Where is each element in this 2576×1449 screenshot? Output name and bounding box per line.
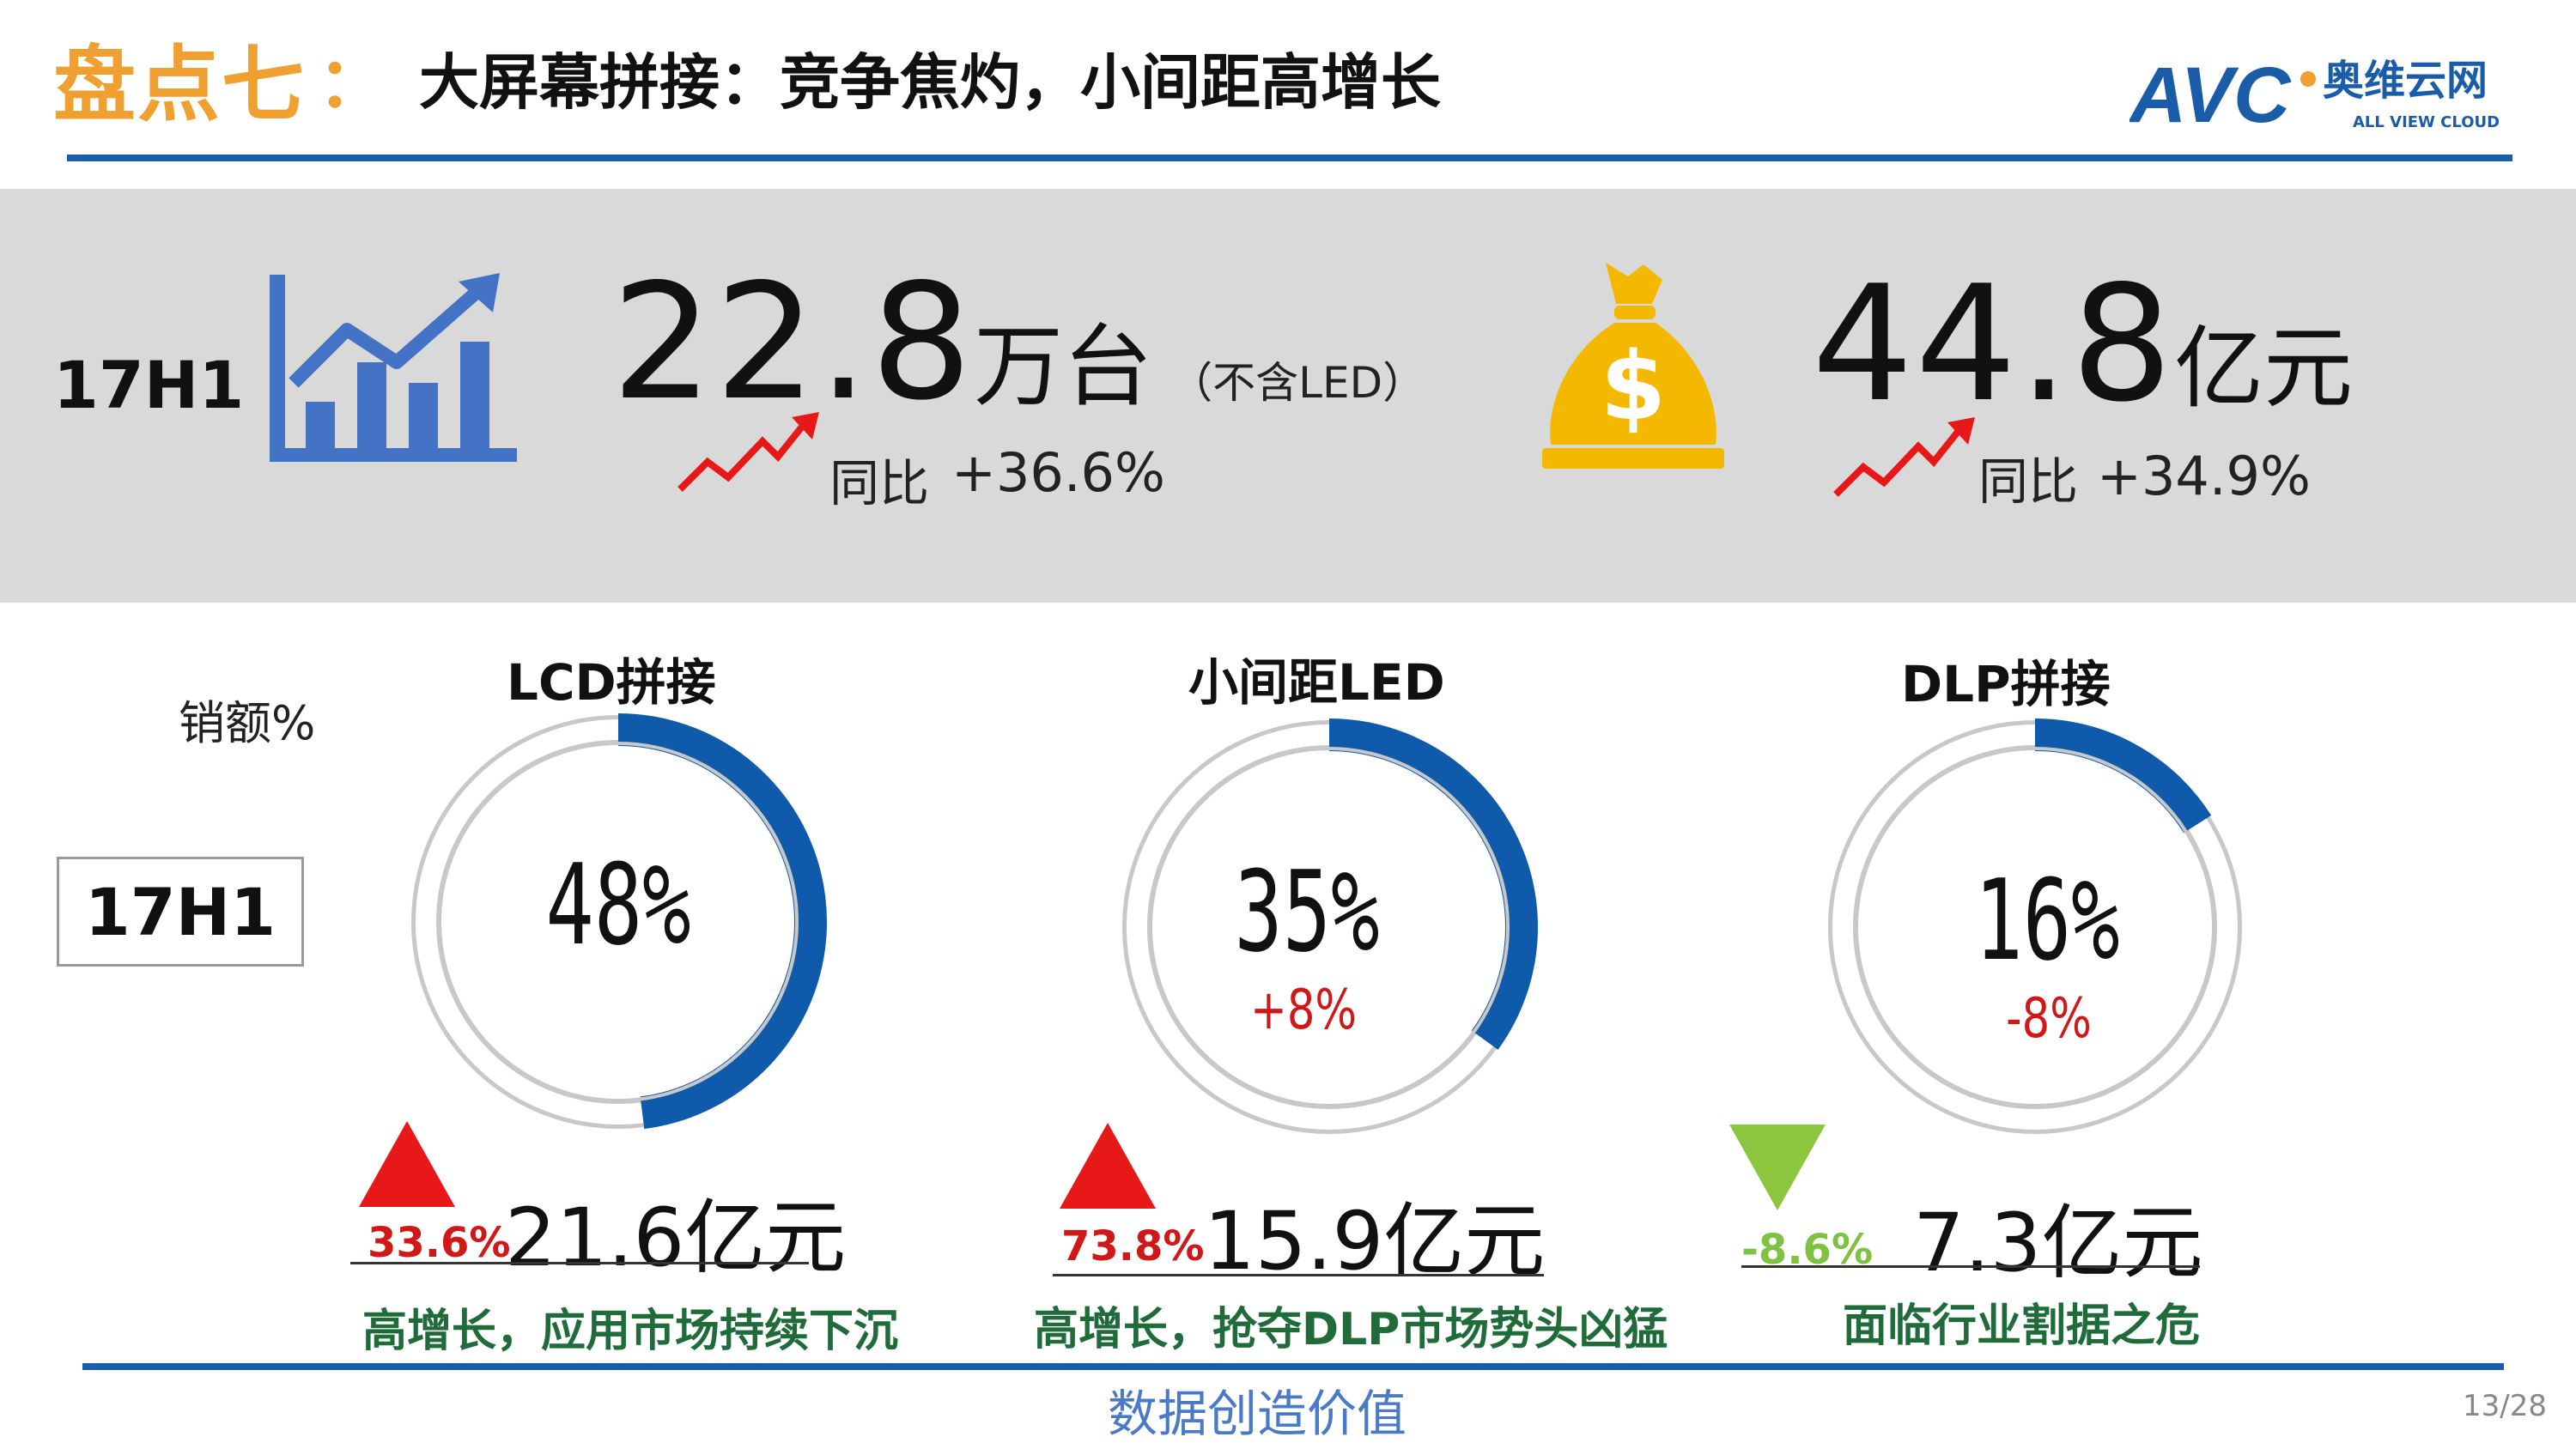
revenue-summary: 44.8 亿元: [1812, 251, 2353, 437]
logo-letters: AVC: [2129, 53, 2292, 139]
growth-lcd: 33.6%: [368, 1219, 511, 1267]
bar-growth-chart-icon: [270, 273, 517, 462]
up-triangle-icon: [359, 1121, 455, 1207]
desc-dlp: 面临行业割据之危: [1843, 1300, 2201, 1352]
desc-led: 高增长，抢夺DLP市场势头凶猛: [1034, 1304, 1668, 1355]
red-trend-arrow-icon: [1833, 417, 1975, 497]
revenue-dlp: 7.3亿元: [1913, 1197, 2203, 1290]
share-dlp: 16%: [1974, 855, 2120, 985]
units-note: （不含LED）: [1170, 358, 1426, 408]
footer-divider: [82, 1363, 2504, 1370]
units-unit: 万台: [974, 314, 1153, 419]
revenue-unit: 亿元: [2174, 316, 2354, 421]
summary-period: 17H1: [53, 347, 245, 423]
segment-title-dlp: DLP拼接: [1901, 655, 2111, 713]
units-summary: 22.8 万台 （不含LED）: [611, 249, 1425, 435]
page-title: 盘点七 ： 大屏幕拼接：竞争焦灼，小间距高增长: [53, 26, 1441, 133]
donut-arc-dlp: [1826, 718, 2244, 1136]
page-number: 13/28: [2463, 1389, 2547, 1423]
units-yoy-value: +36.6%: [951, 441, 1165, 504]
revenue-yoy-value: +34.9%: [2097, 445, 2311, 507]
donut-chart-lcd: [410, 713, 827, 1131]
up-triangle-icon: [1060, 1123, 1156, 1209]
logo-cn-name: 奥维云网: [2323, 57, 2488, 105]
money-bag-icon: $: [1542, 263, 1724, 469]
change-led: +8%: [1249, 979, 1358, 1042]
segment-title-led: 小间距LED: [1188, 653, 1445, 712]
underline-lcd: [350, 1262, 809, 1264]
revenue-lcd: 21.6亿元: [505, 1191, 847, 1285]
revenue-value: 44.8: [1812, 251, 2175, 437]
revenue-led: 15.9亿元: [1204, 1195, 1546, 1288]
svg-text:$: $: [1601, 331, 1667, 441]
segment-title-lcd: LCD拼接: [507, 653, 716, 712]
revenue-yoy-label: 同比: [1978, 452, 2079, 511]
underline-dlp: [1741, 1265, 2200, 1268]
units-value: 22.8: [611, 249, 975, 435]
donut-arc-lcd: [410, 713, 827, 1131]
donut-chart-led: [1121, 718, 1538, 1136]
share-led: 35%: [1234, 846, 1380, 977]
title-main: 大屏幕拼接：竞争焦灼，小间距高增长: [419, 46, 1441, 118]
down-triangle-icon: [1729, 1125, 1826, 1210]
growth-led: 73.8%: [1061, 1222, 1205, 1270]
title-prefix: 盘点七: [53, 36, 306, 133]
units-yoy-label: 同比: [829, 454, 930, 512]
avc-logo: AVC 奥维云网 ALL VIEW CLOUD: [2129, 53, 2500, 139]
logo-dot-icon: [2300, 71, 2316, 87]
underline-led: [1053, 1274, 1544, 1276]
red-trend-arrow-icon: [677, 412, 819, 492]
segments-period-box: 17H1: [57, 857, 304, 967]
header-divider: [67, 155, 2512, 161]
desc-lcd: 高增长，应用市场持续下沉: [362, 1306, 899, 1357]
footer-slogan: 数据创造价值: [1108, 1385, 1407, 1443]
donut-arc-led: [1121, 718, 1538, 1136]
logo-en-name: ALL VIEW CLOUD: [2353, 113, 2500, 131]
metric-label: 销额%: [179, 696, 316, 750]
donut-chart-dlp: [1826, 718, 2244, 1136]
title-colon: ：: [318, 43, 386, 123]
change-dlp: -8%: [2006, 987, 2092, 1051]
share-lcd: 48%: [545, 840, 691, 970]
